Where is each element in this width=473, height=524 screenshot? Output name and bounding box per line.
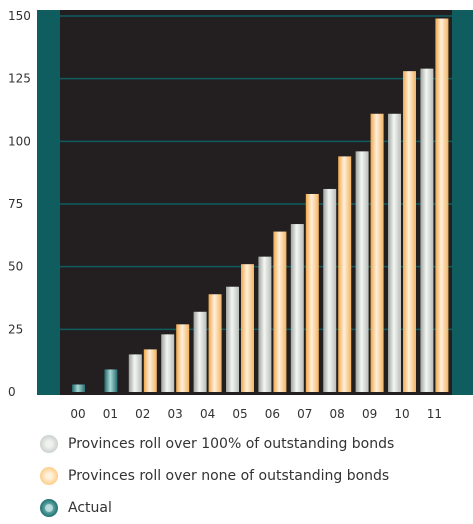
bar-roll-over-100: [193, 311, 207, 392]
legend-swatch-grey-icon: [40, 435, 58, 453]
gridlines: [60, 15, 452, 331]
bar-actual: [72, 384, 85, 392]
x-tick-label: 00: [70, 407, 85, 420]
x-tick-label: 02: [135, 407, 150, 420]
bar-roll-over-none: [403, 71, 416, 392]
x-tick-label: 11: [427, 407, 442, 420]
plot-area: [60, 10, 452, 395]
bar-roll-over-none: [208, 294, 222, 392]
y-tick-label: 150: [8, 9, 31, 23]
bar-chart: 0 25 50 75 100 125 150 00 01 02 03 04 05 06 07 08 09 10 1…: [8, 9, 473, 420]
x-tick-label: 05: [232, 407, 247, 420]
bars: [72, 18, 449, 393]
x-tick-label: 10: [394, 407, 409, 420]
bar-roll-over-100: [388, 113, 401, 392]
y-tick-label: 100: [8, 134, 31, 148]
bar-roll-over-100: [128, 354, 142, 392]
legend-label: Provinces roll over none of outstanding …: [68, 468, 390, 484]
bar-roll-over-none: [435, 18, 449, 393]
x-tick-label: 06: [265, 407, 280, 420]
y-tick-label: 50: [8, 260, 23, 274]
legend: Provinces roll over 100% of outstanding …: [40, 428, 394, 524]
bar-roll-over-100: [355, 151, 369, 392]
legend-label: Actual: [68, 500, 112, 516]
bar-roll-over-100: [323, 188, 337, 392]
y-tick-label: 0: [8, 385, 16, 399]
y-tick-label: 75: [8, 197, 23, 211]
bar-roll-over-none: [338, 156, 352, 392]
legend-item-roll-over-none: Provinces roll over none of outstanding …: [40, 460, 394, 492]
bar-actual: [104, 369, 118, 392]
legend-item-roll-over-100: Provinces roll over 100% of outstanding …: [40, 428, 394, 460]
x-tick-label: 09: [362, 407, 377, 420]
bar-roll-over-none: [176, 324, 190, 392]
bar-roll-over-100: [226, 286, 239, 392]
x-tick-label: 08: [330, 407, 345, 420]
legend-item-actual: Actual: [40, 492, 394, 524]
legend-swatch-orange-icon: [40, 467, 58, 485]
x-tick-label: 03: [168, 407, 183, 420]
bar-roll-over-none: [370, 113, 384, 392]
x-tick-label: 07: [297, 407, 312, 420]
bar-roll-over-none: [273, 231, 287, 392]
bar-roll-over-none: [143, 349, 157, 392]
x-tick-label: 04: [200, 407, 215, 420]
x-axis-tick-labels: 00 01 02 03 04 05 06 07 08 09 10 11: [70, 407, 442, 420]
y-axis-tick-labels: 0 25 50 75 100 125 150: [8, 9, 31, 399]
y-tick-label: 125: [8, 72, 31, 86]
y-tick-label: 25: [8, 322, 23, 336]
x-tick-label: 01: [103, 407, 118, 420]
bar-roll-over-100: [161, 334, 175, 392]
legend-label: Provinces roll over 100% of outstanding …: [68, 436, 395, 452]
bar-roll-over-none: [241, 264, 254, 392]
bar-roll-over-none: [305, 193, 319, 392]
bar-roll-over-100: [258, 256, 272, 392]
bar-roll-over-100: [290, 224, 304, 392]
bar-roll-over-100: [420, 68, 434, 392]
legend-swatch-teal-icon: [40, 499, 58, 517]
